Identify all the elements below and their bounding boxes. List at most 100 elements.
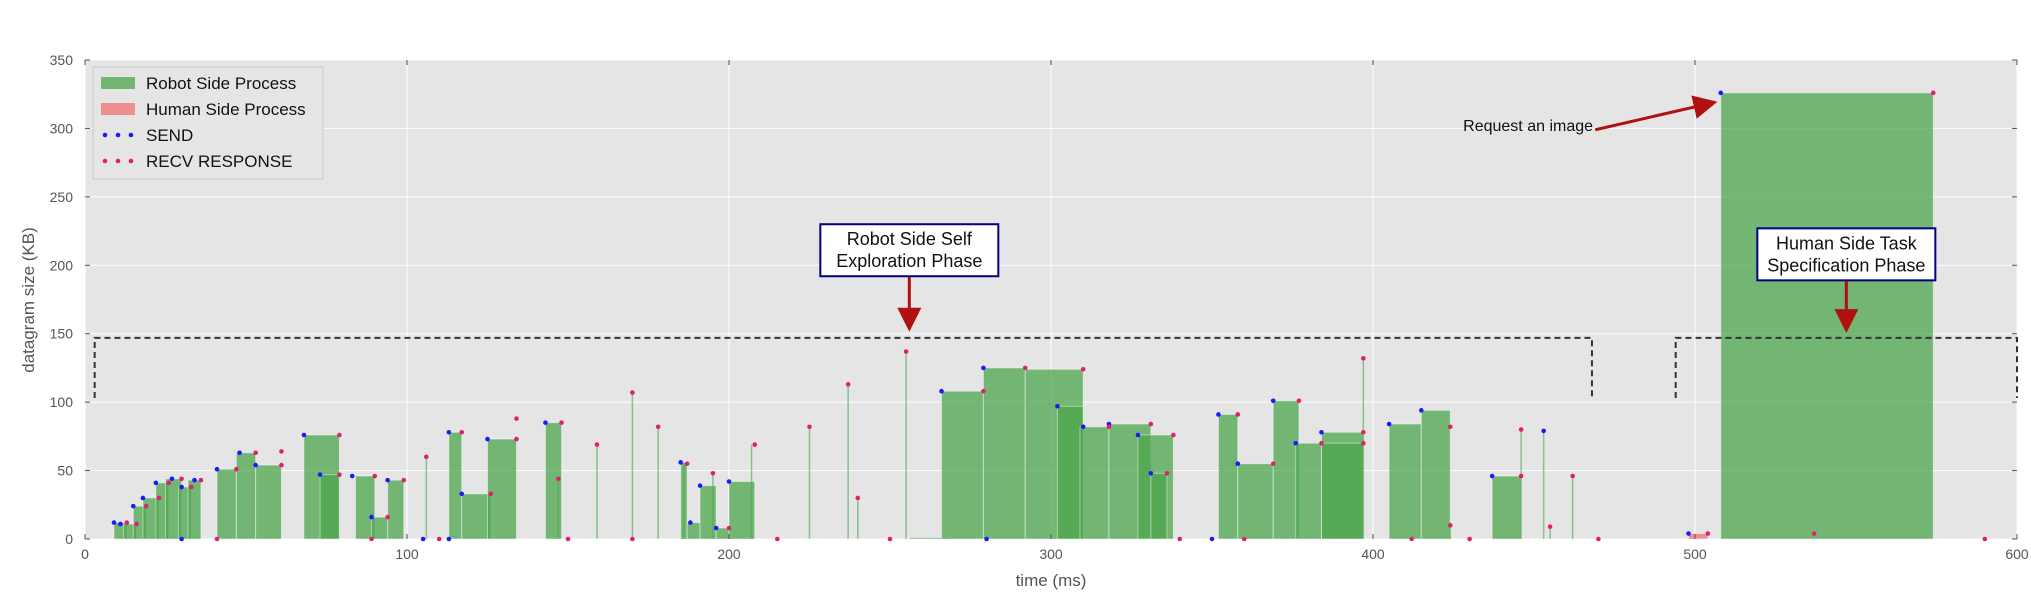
- recv-point: [1447, 424, 1453, 430]
- recv-point: [156, 495, 162, 501]
- recv-point: [710, 471, 716, 476]
- recv-point: [372, 473, 378, 479]
- bar: [354, 475, 376, 540]
- send-point: [1080, 424, 1086, 430]
- bar: [715, 527, 730, 540]
- send-point: [939, 388, 944, 394]
- recv-point: [401, 477, 407, 483]
- x-tick-label: 400: [1361, 546, 1385, 562]
- recv-point: [1164, 471, 1170, 476]
- bar: [1272, 400, 1300, 540]
- recv-point: [385, 514, 390, 520]
- recv-point: [337, 432, 342, 438]
- send-point: [1541, 428, 1546, 434]
- recv-point: [143, 503, 149, 509]
- y-tick-label: 0: [65, 531, 73, 547]
- bar: [1388, 423, 1422, 540]
- annotation-text: Human Side Task: [1776, 233, 1918, 253]
- recv-point: [1177, 536, 1183, 542]
- send-point: [169, 476, 175, 482]
- recv-point: [1518, 473, 1524, 479]
- recv-point: [279, 449, 284, 454]
- y-tick-label: 100: [50, 394, 74, 410]
- bar: [235, 452, 257, 540]
- bar: [728, 481, 756, 540]
- send-point: [179, 536, 184, 542]
- bar: [1079, 426, 1110, 540]
- recv-point: [1930, 90, 1936, 96]
- y-tick-label: 300: [50, 120, 74, 136]
- recv-point: [807, 424, 812, 430]
- x-tick-label: 100: [395, 546, 419, 562]
- send-point: [1216, 412, 1221, 417]
- recv-point: [630, 536, 635, 542]
- annotation-text: Robot Side Self: [847, 229, 973, 249]
- send-point: [420, 536, 426, 542]
- x-tick-label: 200: [717, 546, 741, 562]
- send-point: [192, 477, 197, 483]
- legend: Robot Side Process Human Side Process SEND…: [92, 66, 324, 180]
- bar: [448, 431, 463, 540]
- send-point: [1135, 432, 1141, 438]
- recv-point: [981, 388, 986, 394]
- legend-dot: [128, 132, 134, 138]
- y-tick-label: 50: [57, 463, 73, 479]
- recv-point: [1361, 429, 1366, 435]
- bar: [319, 474, 340, 540]
- send-point: [153, 480, 159, 486]
- bar: [255, 464, 282, 540]
- recv-point: [234, 466, 239, 472]
- recv-point: [198, 477, 204, 483]
- send-point: [179, 484, 184, 490]
- y-tick-label: 250: [50, 189, 74, 205]
- recv-point: [337, 472, 342, 477]
- phase-bracket: [93, 336, 1593, 399]
- x-tick-label: 300: [1039, 546, 1063, 562]
- bar: [1056, 405, 1084, 540]
- send-point: [1270, 398, 1276, 404]
- send-point: [301, 432, 307, 438]
- bar: [699, 485, 717, 540]
- recv-point: [514, 436, 519, 442]
- legend-swatch: [101, 103, 135, 115]
- recv-point: [1022, 365, 1028, 371]
- recv-point: [188, 484, 194, 490]
- recv-point: [1570, 473, 1575, 479]
- legend-label: RECV RESPONSE: [146, 152, 292, 171]
- send-point: [688, 520, 693, 525]
- bar: [1295, 442, 1322, 540]
- recv-point: [134, 521, 139, 527]
- recv-point: [556, 476, 561, 482]
- bar: [1320, 442, 1364, 540]
- send-point: [981, 365, 986, 371]
- recv-point: [124, 520, 130, 525]
- annotation-arrow: [1594, 95, 1718, 132]
- send-point: [713, 525, 719, 531]
- bar: [1420, 409, 1451, 540]
- bars: [113, 92, 1934, 540]
- annotation-text: Specification Phase: [1767, 255, 1925, 275]
- send-point: [1419, 408, 1424, 413]
- legend-swatch: [101, 77, 135, 89]
- recv-point: [1361, 440, 1366, 446]
- bar: [544, 422, 563, 540]
- y-tick-label: 200: [50, 257, 74, 273]
- recv-point: [684, 461, 690, 467]
- send-point: [385, 477, 390, 483]
- x-axis-label: time (ms): [1016, 571, 1087, 590]
- recv-point: [775, 536, 780, 542]
- x-tick-label: 600: [2005, 546, 2029, 562]
- bar: [982, 367, 1026, 540]
- bar: [1491, 475, 1522, 540]
- bar: [1217, 413, 1239, 540]
- bar: [941, 390, 984, 540]
- recv-point: [845, 382, 851, 387]
- send-point: [253, 462, 258, 468]
- send-point: [543, 420, 548, 425]
- recv-point: [903, 349, 909, 354]
- bar: [461, 493, 492, 540]
- send-point: [1055, 403, 1060, 409]
- send-point: [726, 479, 732, 484]
